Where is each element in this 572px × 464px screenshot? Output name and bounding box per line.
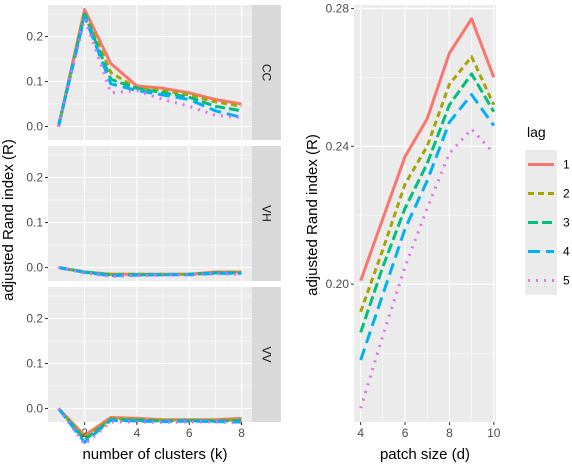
left-x-tick-label: 6 [186,426,193,440]
legend-title: lag [527,124,546,140]
left-x-tick-label: 2 [81,426,88,440]
facet-vv-strip-label: VV [260,346,274,362]
facet-vh-strip [252,146,281,281]
facet-vv-series-4-line [57,407,242,444]
right-x-tick-label: 10 [487,426,501,440]
legend-label-4: 4 [563,245,570,259]
right-series-4-line [359,93,496,361]
right-chart: 0.20 0.24 0.28 4 6 8 10 patch size (d) adjusted … [304,1,501,463]
right-x-tick-label: 8 [446,426,453,440]
left-faceted-chart: CC 0.0 0.1 0.2 VH 0.0 0.1 0.2 VV 0.0 0.1 0.2 2 4 6 8 num… [0,5,281,463]
right-y-tick-label: 0.24 [326,139,350,153]
legend-label-2: 2 [563,187,570,201]
right-series-3-line [359,72,496,333]
facet-vh-y-tick-label: 0.2 [26,171,43,185]
right-series-1-line [359,17,496,282]
facet-cc-y-tick-label: 0.1 [26,75,43,89]
left-x-axis-title: number of clusters (k) [82,446,227,463]
left-x-tick-label: 4 [134,426,141,440]
facet-cc-y-tick-label: 0.0 [26,120,43,134]
left-y-axis-title: adjusted Rand index (R) [0,139,17,301]
right-x-axis-title: patch size (d) [380,446,470,463]
right-x-tick-label: 4 [357,426,364,440]
right-x-tick-label: 6 [402,426,409,440]
facet-cc-panel-bg [48,5,252,140]
right-panel-bg [354,5,496,422]
facet-vv-y-tick-label: 0.0 [26,402,43,416]
legend-label-1: 1 [563,158,570,172]
left-x-tick-label: 8 [238,426,245,440]
facet-vh-y-tick-label: 0.1 [26,216,43,230]
right-y-tick-label: 0.28 [326,1,350,15]
facet-vv-y-tick-label: 0.1 [26,357,43,371]
facet-cc-strip [252,5,281,140]
legend-label-5: 5 [563,274,570,288]
facet-vv-panel-bg [48,287,252,422]
facet-vv-strip [252,287,281,422]
facet-cc-series-3-line [57,12,242,127]
facet-vh-series-5-line [58,266,242,278]
right-series-2-line [359,55,496,313]
legend: lag 1 2 3 4 5 [525,124,570,295]
right-y-tick-label: 0.20 [326,277,350,291]
facet-vh-panel-bg [48,146,252,281]
facet-vh-y-tick-label: 0.0 [26,261,43,275]
facet-cc-y-tick-label: 0.2 [26,30,43,44]
facet-vh-strip-label: VH [260,205,274,222]
legend-key-bg-5 [525,266,557,295]
facet-cc-series-4-line [57,14,242,127]
facet-cc-strip-label: CC [260,64,274,82]
right-y-axis-title: adjusted Rand index (R) [304,134,321,296]
legend-label-3: 3 [563,216,570,230]
facet-vv-y-tick-label: 0.2 [26,312,43,326]
